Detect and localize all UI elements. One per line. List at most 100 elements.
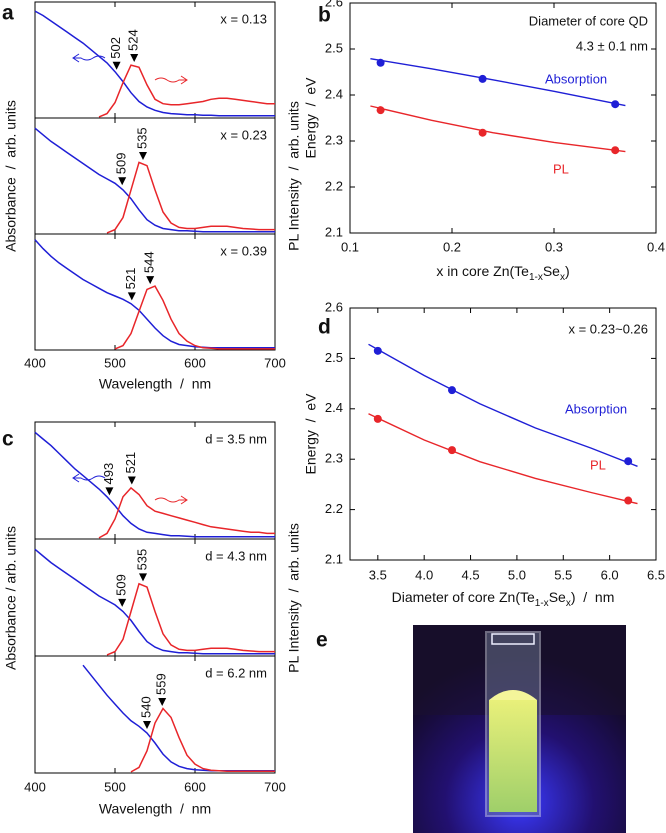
data-point <box>478 128 487 137</box>
x-axis-label: Wavelength / nm <box>99 376 211 392</box>
y-tick-label: 2.3 <box>325 451 343 466</box>
label-part: Se <box>543 263 560 279</box>
peak-marker <box>118 177 127 186</box>
peak-marker <box>127 476 136 485</box>
y-tick-label: 2.4 <box>325 400 343 415</box>
peak-label: 493 <box>101 463 116 485</box>
x-tick-label: 600 <box>184 355 206 370</box>
y-tick-label: 2.6 <box>325 299 343 314</box>
plot-frame <box>34 655 276 774</box>
label-part: ) / nm <box>571 589 615 605</box>
annotation: x = 0.23~0.26 <box>568 321 648 336</box>
x-tick-label: 700 <box>264 779 286 794</box>
annotation: d = 4.3 nm <box>205 548 267 563</box>
x-tick-label: 0.1 <box>341 239 359 254</box>
fit-line <box>368 413 638 505</box>
y2-axis-label: PL Intensity / arb. units <box>286 101 302 251</box>
panel-letter: b <box>318 4 331 27</box>
label-part: x <box>566 598 571 609</box>
peak-label: 559 <box>154 673 169 695</box>
y2-axis-label: PL Intensity / arb. units <box>286 523 302 673</box>
x-tick-label: 5.0 <box>508 567 526 582</box>
spectrum-line <box>34 548 275 655</box>
arrow-abs <box>72 53 106 63</box>
annotation: x = 0.23 <box>220 127 267 142</box>
annotation: d = 3.5 nm <box>205 431 267 446</box>
peak-label: 524 <box>126 29 141 51</box>
data-point <box>448 446 456 455</box>
x-tick-label: 500 <box>104 355 126 370</box>
series-label: PL <box>553 161 569 176</box>
x-tick-label: 4.0 <box>415 567 433 582</box>
spectrum-line <box>106 582 275 656</box>
panel-letter: c <box>2 428 14 451</box>
spectrum-line <box>106 161 275 234</box>
y-axis-label: Absorbance / arb. units <box>3 526 19 670</box>
spectrum-line <box>34 127 275 233</box>
x-tick-label: 0.2 <box>443 239 461 254</box>
peak-label: 502 <box>108 37 123 59</box>
y-tick-label: 2.5 <box>325 40 343 55</box>
data-point <box>624 457 633 466</box>
panel-letter: a <box>2 2 14 25</box>
data-point <box>376 58 385 67</box>
label-part: Diameter of core Zn(Te <box>392 589 535 605</box>
x-tick-label: 700 <box>264 355 286 370</box>
series-label: Absorption <box>565 401 627 416</box>
peak-label: 509 <box>114 153 129 175</box>
peak-marker <box>158 697 167 706</box>
panel-letter: e <box>316 629 328 652</box>
fit-line <box>370 58 626 107</box>
y-tick-label: 2.2 <box>325 501 343 516</box>
label-part: Se <box>549 589 566 605</box>
y-tick-label: 2.4 <box>325 86 343 101</box>
spectrum-line <box>114 285 275 350</box>
y-axis-label: Energy / eV <box>303 77 319 159</box>
y-tick-label: 2.6 <box>325 0 343 9</box>
y-tick-label: 2.1 <box>325 551 343 566</box>
annotation: Diameter of core QD <box>529 13 648 28</box>
annotation: 4.3 ± 0.1 nm <box>576 38 648 53</box>
data-point <box>376 106 385 115</box>
peak-marker <box>143 720 151 729</box>
y-axis-label: Energy / eV <box>303 393 319 475</box>
plot-frame <box>349 2 657 234</box>
x-axis-label: x in core Zn(Te1-xSex) <box>436 263 569 283</box>
peak-marker <box>118 598 127 607</box>
fit-line <box>370 105 626 153</box>
annotation: x = 0.39 <box>220 243 267 258</box>
peak-label: 509 <box>114 574 129 596</box>
peak-marker <box>139 573 147 582</box>
data-point <box>373 414 382 423</box>
spectrum-line <box>34 10 275 117</box>
x-tick-label: 4.5 <box>462 567 480 582</box>
arrow-abs <box>72 473 106 483</box>
spectrum-line <box>98 486 275 539</box>
peak-marker <box>112 61 121 70</box>
spectrum-line <box>34 239 275 349</box>
label-part: ) <box>565 263 570 279</box>
y-axis-label: Absorbance / arb. units <box>3 100 19 252</box>
peak-label: 521 <box>123 268 138 290</box>
peak-label: 535 <box>134 549 149 571</box>
y-tick-label: 2.2 <box>325 178 343 193</box>
data-point <box>611 100 620 109</box>
peak-marker <box>139 152 147 161</box>
series-label: PL <box>590 457 606 472</box>
x-tick-label: 0.3 <box>545 239 563 254</box>
spectrum-line <box>130 707 275 773</box>
data-point <box>611 146 620 155</box>
plot-frame <box>349 307 657 561</box>
label-part: x <box>560 272 565 283</box>
peak-marker <box>146 276 155 285</box>
x-tick-label: 5.5 <box>554 567 572 582</box>
x-tick-label: 3.5 <box>369 567 387 582</box>
annotation: d = 6.2 nm <box>205 665 267 680</box>
x-tick-label: 0.4 <box>647 239 665 254</box>
peak-marker <box>105 487 114 496</box>
spectrum-line <box>82 664 275 772</box>
x-tick-label: 400 <box>24 779 46 794</box>
peak-label: 544 <box>142 251 157 273</box>
x-axis-label: Diameter of core Zn(Te1-xSex) / nm <box>392 589 615 609</box>
y-tick-label: 2.5 <box>325 350 343 365</box>
